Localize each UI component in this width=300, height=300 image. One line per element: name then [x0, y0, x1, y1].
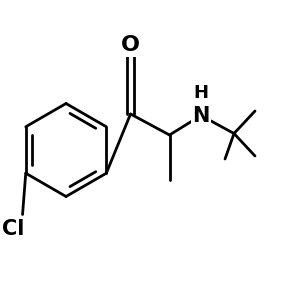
- Text: N: N: [192, 106, 210, 125]
- Text: Cl: Cl: [2, 220, 25, 239]
- Text: O: O: [121, 35, 140, 55]
- Text: H: H: [194, 84, 208, 102]
